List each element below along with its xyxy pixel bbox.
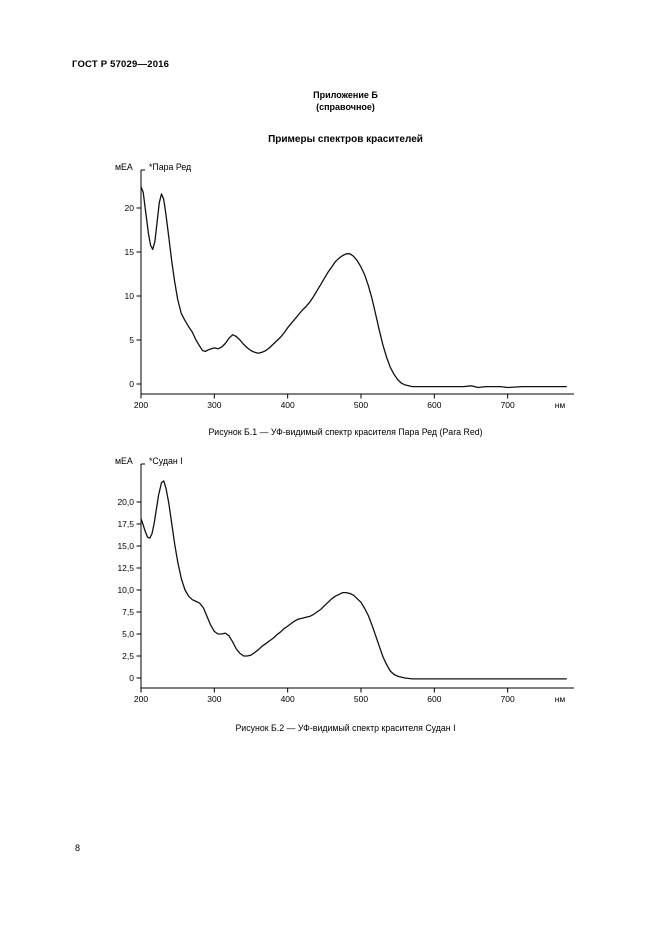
x-tick-label: 300 (207, 400, 221, 410)
spectrum-curve (140, 186, 567, 389)
chart-para-red: мЕА *Пара Ред 0 5 10 15 20 200 300 400 500 600 700… (113, 158, 613, 414)
axes (140, 169, 574, 395)
x-tick-label: 400 (281, 694, 295, 704)
x-tick-label: 500 (354, 400, 368, 410)
page-number: 8 (75, 843, 81, 853)
x-tick-label: 200 (134, 400, 148, 410)
spectrum-curve (140, 480, 567, 680)
y-tick-label: 10,0 (117, 585, 134, 595)
y-tick-label: 10 (125, 291, 135, 301)
series-label-para-red: *Пара Ред (149, 162, 192, 172)
x-tick-label: 200 (134, 694, 148, 704)
appendix-subtitle: (справочное) (316, 102, 375, 112)
series-label-sudan-1: *Судан I (149, 456, 183, 466)
y-axis-unit-label: мЕА (115, 162, 133, 172)
x-axis-unit-label: нм (555, 400, 566, 410)
chart-sudan-1: мЕА *Судан I 0 2,5 5,0 7,5 10,0 12,5 15,0 17,5 2… (113, 452, 613, 708)
x-tick-label: 700 (501, 400, 515, 410)
x-tick-label: 400 (281, 400, 295, 410)
figure-caption-b1: Рисунок Б.1 — УФ-видимый спектр красител… (208, 427, 483, 437)
y-tick-label: 15 (125, 247, 135, 257)
x-tick-label: 300 (207, 694, 221, 704)
y-tick-label: 0 (129, 673, 134, 683)
x-tick-label: 600 (427, 400, 441, 410)
y-tick-label: 17,5 (117, 519, 134, 529)
spectrum-plot-para-red: 0 5 10 15 20 200 300 400 500 600 700 нм (125, 169, 574, 410)
x-axis-unit-label: нм (555, 694, 566, 704)
x-tick-label: 600 (427, 694, 441, 704)
y-tick-label: 2,5 (122, 651, 134, 661)
y-tick-label: 5 (129, 335, 134, 345)
y-tick-label: 20 (125, 203, 135, 213)
y-tick-label: 5,0 (122, 629, 134, 639)
x-tick-label: 700 (501, 694, 515, 704)
y-axis-unit-label: мЕА (115, 456, 133, 466)
y-tick-label: 0 (129, 379, 134, 389)
doc-header: ГОСТ Р 57029—2016 (72, 59, 170, 70)
y-tick-label: 12,5 (117, 563, 134, 573)
figure-caption-b2: Рисунок Б.2 — УФ-видимый спектр красител… (235, 723, 456, 733)
x-tick-label: 500 (354, 694, 368, 704)
y-tick-label: 20,0 (117, 497, 134, 507)
appendix-title: Приложение Б (313, 90, 378, 100)
y-tick-label: 7,5 (122, 607, 134, 617)
section-title: Примеры спектров красителей (268, 134, 423, 145)
spectrum-plot-sudan-1: 0 2,5 5,0 7,5 10,0 12,5 15,0 17,5 20,0 200 300 400 5… (117, 463, 574, 704)
y-tick-label: 15,0 (117, 541, 134, 551)
axes (140, 463, 574, 689)
